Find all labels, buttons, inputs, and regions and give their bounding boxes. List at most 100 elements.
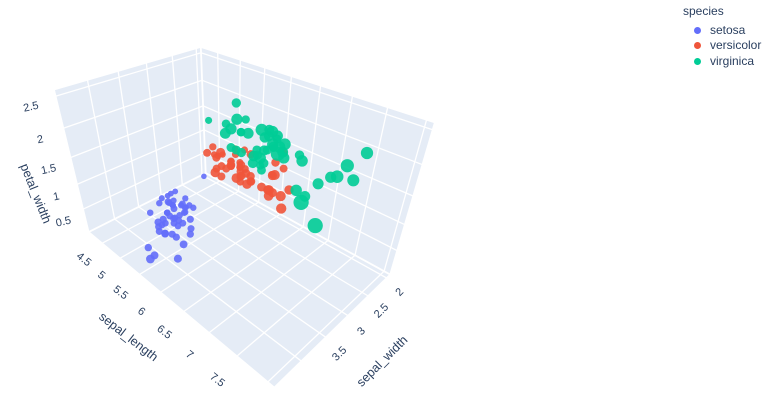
legend-item-label: virginica (710, 53, 755, 68)
point-virginica[interactable] (241, 115, 250, 124)
x-tick-label: 5 (95, 269, 107, 282)
z-tick-label: 2 (36, 133, 44, 146)
point-setosa[interactable] (182, 195, 189, 202)
point-virginica[interactable] (236, 147, 247, 158)
point-versicolor[interactable] (242, 179, 252, 189)
point-virginica[interactable] (307, 217, 323, 234)
grid-line (203, 129, 406, 226)
cube-edge (273, 273, 391, 389)
point-versicolor[interactable] (279, 164, 288, 173)
legend-item-versicolor[interactable]: versicolor (683, 38, 761, 54)
point-setosa[interactable] (174, 222, 182, 230)
point-versicolor[interactable] (275, 191, 286, 202)
x-tick-label: 7.5 (207, 371, 226, 390)
y-tick-label: 2 (393, 286, 406, 299)
point-virginica[interactable] (270, 146, 285, 161)
point-virginica[interactable] (340, 159, 354, 173)
grid-line (354, 107, 389, 256)
legend-item-setosa[interactable]: setosa (683, 23, 761, 39)
z-tick-label: 0.5 (55, 215, 72, 230)
grid-line (55, 52, 202, 97)
grid-line (138, 201, 260, 276)
point-versicolor[interactable] (231, 173, 242, 183)
point-setosa[interactable] (201, 173, 207, 180)
point-virginica[interactable] (231, 98, 241, 108)
grid-line (236, 254, 356, 357)
x-tick-label: 6.5 (154, 323, 173, 342)
point-versicolor[interactable] (269, 170, 280, 180)
point-setosa[interactable] (164, 198, 172, 206)
point-versicolor[interactable] (215, 147, 226, 158)
grid-line (181, 184, 369, 297)
grid-line (267, 270, 385, 383)
point-virginica[interactable] (266, 125, 279, 138)
point-setosa[interactable] (161, 229, 169, 238)
point-virginica[interactable] (296, 155, 308, 167)
point-versicolor[interactable] (209, 143, 217, 151)
point-versicolor[interactable] (276, 203, 287, 214)
grid-line (63, 79, 203, 129)
grid-line (201, 174, 388, 279)
grid-line (76, 129, 205, 185)
point-versicolor[interactable] (210, 167, 220, 178)
grid-line (200, 52, 433, 131)
grid-line (70, 105, 204, 159)
cube-edge (389, 122, 436, 275)
point-virginica[interactable] (242, 127, 254, 139)
point-setosa[interactable] (186, 215, 194, 223)
cube-edge (88, 231, 275, 389)
data-points (144, 98, 374, 264)
point-virginica[interactable] (255, 123, 268, 136)
point-setosa[interactable] (172, 233, 180, 241)
grid-line (101, 180, 221, 244)
point-setosa[interactable] (172, 188, 179, 195)
point-virginica[interactable] (205, 116, 213, 124)
tick-labels: 4.555.566.577.522.533.50.511.522.5 (22, 100, 406, 390)
x-axis-title: sepal_length (96, 310, 161, 365)
point-setosa[interactable] (154, 218, 162, 226)
point-setosa[interactable] (146, 254, 155, 264)
z-tick-label: 1 (52, 190, 60, 203)
point-setosa[interactable] (170, 205, 178, 213)
legend-marker-icon (694, 57, 701, 65)
point-setosa[interactable] (146, 209, 154, 216)
point-versicolor[interactable] (226, 160, 236, 170)
point-setosa[interactable] (167, 190, 174, 197)
point-virginica[interactable] (290, 184, 302, 197)
point-versicolor[interactable] (203, 148, 212, 157)
point-setosa[interactable] (179, 240, 188, 249)
point-virginica[interactable] (293, 194, 309, 211)
point-setosa[interactable] (190, 204, 197, 211)
grid-lines (53, 46, 436, 389)
x-tick-label: 6 (135, 305, 147, 318)
point-virginica[interactable] (360, 146, 374, 160)
grid-line (160, 213, 281, 293)
point-virginica[interactable] (254, 152, 266, 164)
point-setosa[interactable] (173, 254, 182, 263)
point-setosa[interactable] (187, 225, 195, 233)
point-virginica[interactable] (231, 113, 243, 125)
x-tick-label: 5.5 (111, 283, 130, 302)
point-virginica[interactable] (225, 123, 237, 135)
point-versicolor[interactable] (236, 160, 246, 170)
point-setosa[interactable] (186, 230, 194, 238)
point-versicolor[interactable] (263, 185, 274, 195)
grid-line (183, 226, 304, 313)
point-setosa[interactable] (156, 199, 163, 207)
point-virginica[interactable] (347, 174, 360, 187)
scene-wall-left (53, 46, 206, 233)
legend: species setosa versicolor virginica (683, 4, 761, 69)
z-tick-label: 2.5 (22, 100, 39, 115)
cube-edge (53, 89, 90, 233)
point-setosa[interactable] (158, 195, 165, 202)
point-setosa[interactable] (144, 243, 153, 252)
point-virginica[interactable] (312, 178, 324, 190)
legend-item-virginica[interactable]: virginica (683, 54, 761, 70)
point-setosa[interactable] (170, 215, 178, 223)
point-setosa[interactable] (178, 200, 186, 208)
cube-edge (200, 46, 436, 124)
grid-line (82, 151, 206, 210)
y-tick-label: 3 (355, 325, 368, 338)
point-virginica[interactable] (330, 170, 344, 183)
